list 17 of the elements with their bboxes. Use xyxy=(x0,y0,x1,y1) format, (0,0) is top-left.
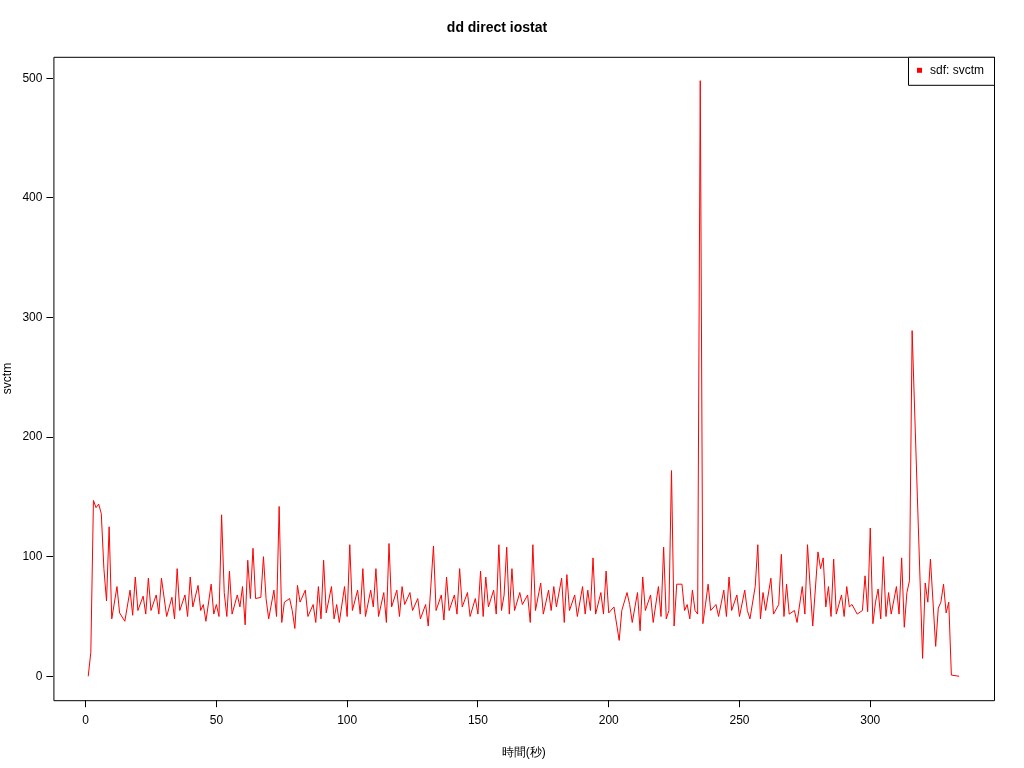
y-tick-label: 200 xyxy=(22,429,43,444)
x-tick-label: 300 xyxy=(860,712,881,727)
x-axis-title: 時間(秒) xyxy=(501,745,546,760)
x-tick-label: 100 xyxy=(337,712,358,727)
x-tick-label: 250 xyxy=(729,712,750,727)
chart-title: dd direct iostat xyxy=(446,19,548,36)
x-tick-label: 150 xyxy=(467,712,489,727)
legend-label: sdf: svctm xyxy=(929,63,985,78)
x-tick-label: 0 xyxy=(82,712,90,727)
x-tick-label: 50 xyxy=(209,712,224,727)
y-tick-label: 400 xyxy=(22,190,43,205)
y-tick-label: 300 xyxy=(22,309,43,324)
x-tick-label: 200 xyxy=(598,712,620,727)
y-tick-label: 0 xyxy=(35,668,43,683)
y-axis-title: svctm xyxy=(0,362,14,395)
y-tick-label: 500 xyxy=(22,70,43,85)
y-tick-label: 100 xyxy=(22,549,43,563)
